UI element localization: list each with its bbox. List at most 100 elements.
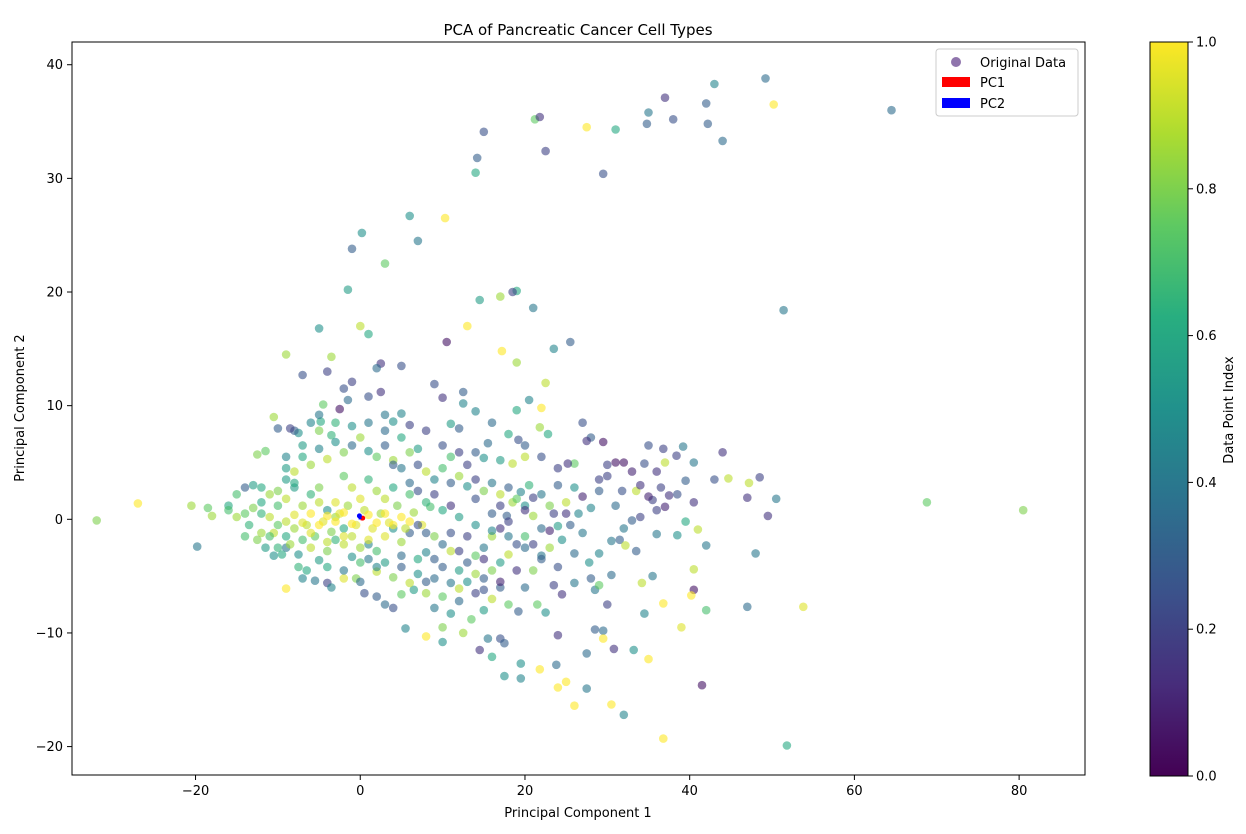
y-axis: −20 −10 0 10 20 30 40 [36,58,72,755]
data-point [549,509,559,518]
colorbar-tick-label: 0.8 [1196,182,1217,197]
data-point [316,417,326,426]
data-point [364,554,373,564]
data-point [479,605,489,615]
data-point [504,600,513,609]
data-point [430,554,439,564]
data-point [413,554,423,564]
data-point [479,554,489,564]
data-point [681,476,690,486]
data-point [298,370,307,380]
data-point [656,483,666,492]
data-point [701,99,711,108]
data-point [92,516,101,525]
data-point [339,532,349,541]
colorbar-tick-label: 0.2 [1196,623,1217,638]
data-point [413,486,423,496]
data-point [356,558,365,567]
data-point [479,543,489,552]
data-point [769,100,778,109]
data-point [413,236,423,246]
data-point [681,517,690,526]
data-point [248,480,258,490]
data-point [446,609,456,618]
data-point [545,501,554,511]
data-point [528,511,538,521]
data-point [269,412,279,422]
data-point [578,418,587,428]
data-point [496,558,505,567]
data-point [331,517,340,526]
data-point [553,683,563,692]
data-point [500,671,509,681]
data-point [380,494,390,504]
data-point [306,418,316,428]
data-point [306,460,316,470]
data-point [440,213,450,223]
data-point [380,426,390,436]
data-point [306,490,316,499]
data-point [496,292,505,301]
data-point [463,460,472,470]
data-point [331,535,340,545]
data-point [446,478,456,488]
data-point [273,424,283,433]
data-point [1018,505,1028,515]
data-point [298,452,307,462]
data-point [364,535,373,545]
data-point [512,405,521,415]
data-point [290,524,299,533]
data-point [504,517,513,526]
data-point [314,483,324,492]
data-point [463,482,472,491]
data-point [689,565,699,574]
data-point [347,377,357,387]
data-point [413,460,423,470]
data-point [598,626,608,635]
colorbar-ticks: 0.0 0.2 0.4 0.6 0.8 1.0 [1188,36,1217,785]
data-point [458,628,468,638]
y-tick-label: −20 [36,740,63,755]
data-point [487,526,497,535]
legend: Original Data PC1 PC2 [935,48,1079,117]
data-point [364,418,373,428]
data-point [207,511,217,521]
pc-vector-head-pc2 [356,513,362,519]
data-point [343,285,353,295]
data-point [475,645,485,655]
chart-title: PCA of Pancreatic Cancer Cell Types [443,21,712,39]
data-point [689,458,699,467]
data-point [347,532,357,541]
data-point [413,520,423,530]
data-point [677,623,686,632]
data-point [598,169,608,179]
data-point [617,486,627,496]
data-point [603,460,612,470]
data-point [535,112,545,122]
data-point [545,543,554,552]
data-point [372,486,382,496]
data-point [372,518,382,527]
data-point [347,244,357,254]
data-point [405,478,415,488]
data-point [504,483,513,492]
data-point [508,287,517,297]
data-point [528,566,538,575]
data-point [405,420,415,430]
data-point [372,452,382,462]
data-point [323,454,332,464]
data-point [397,409,406,418]
data-point [578,528,587,538]
data-point [611,501,620,511]
data-point [660,93,670,102]
data-point [471,407,480,416]
data-point [454,424,464,433]
data-point [619,710,629,720]
data-point [687,591,696,600]
y-tick-label: 10 [46,399,63,414]
data-point [598,437,608,447]
data-point [302,566,312,575]
data-point [232,490,241,499]
data-point [652,467,661,476]
data-point [421,577,431,587]
